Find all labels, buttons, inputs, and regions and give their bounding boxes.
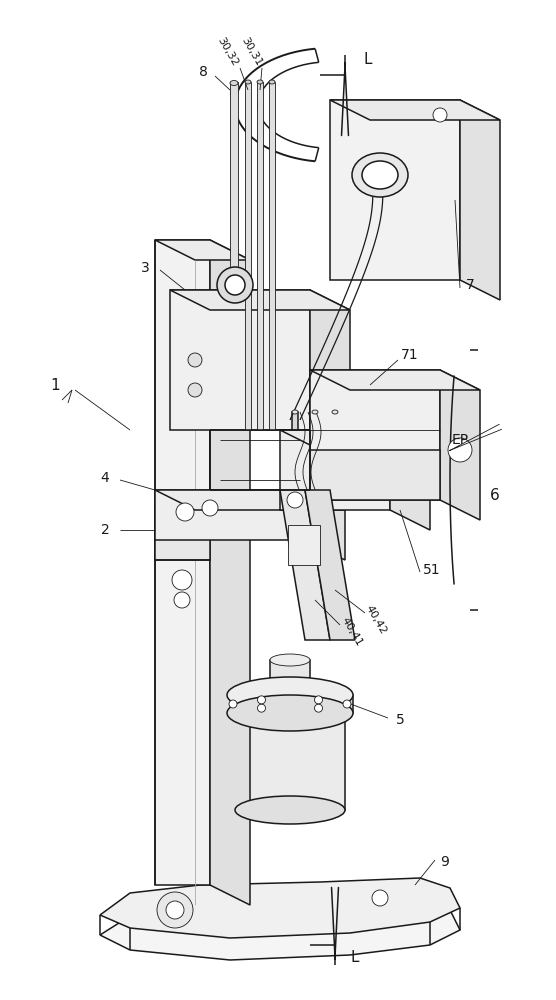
Ellipse shape <box>362 161 398 189</box>
Polygon shape <box>270 660 310 695</box>
Text: 6: 6 <box>490 488 500 502</box>
Text: 5: 5 <box>396 713 404 727</box>
Polygon shape <box>155 500 210 560</box>
Polygon shape <box>100 900 460 960</box>
Polygon shape <box>440 370 480 520</box>
Text: 4: 4 <box>101 471 110 485</box>
Text: 30,31: 30,31 <box>240 36 264 68</box>
Circle shape <box>202 500 218 516</box>
Text: 30,32: 30,32 <box>216 36 240 68</box>
Ellipse shape <box>235 796 345 824</box>
Polygon shape <box>210 240 250 905</box>
Polygon shape <box>310 370 480 390</box>
Polygon shape <box>245 82 251 430</box>
Polygon shape <box>332 412 338 430</box>
Circle shape <box>448 438 472 462</box>
Polygon shape <box>310 290 350 450</box>
Ellipse shape <box>332 410 338 414</box>
Polygon shape <box>155 240 250 260</box>
Ellipse shape <box>230 81 238 86</box>
Text: 1: 1 <box>50 377 60 392</box>
Circle shape <box>166 901 184 919</box>
Text: 9: 9 <box>440 855 449 869</box>
Polygon shape <box>280 430 430 450</box>
Circle shape <box>188 353 202 367</box>
Polygon shape <box>100 878 460 938</box>
Ellipse shape <box>245 80 251 84</box>
Polygon shape <box>292 412 298 430</box>
Polygon shape <box>288 525 320 565</box>
Circle shape <box>315 696 322 704</box>
Text: L: L <box>351 950 359 966</box>
Polygon shape <box>330 100 500 120</box>
Text: 7: 7 <box>465 278 474 292</box>
Ellipse shape <box>352 153 408 197</box>
Circle shape <box>257 704 266 712</box>
Circle shape <box>229 700 237 708</box>
Text: 40,42: 40,42 <box>364 604 388 636</box>
Text: L: L <box>364 52 373 68</box>
Ellipse shape <box>270 654 310 666</box>
Polygon shape <box>280 490 330 640</box>
Circle shape <box>188 383 202 397</box>
Text: 51: 51 <box>423 563 441 577</box>
Polygon shape <box>312 412 318 430</box>
Circle shape <box>172 570 192 590</box>
Ellipse shape <box>312 410 318 414</box>
Polygon shape <box>155 490 305 540</box>
Polygon shape <box>305 490 355 640</box>
Circle shape <box>315 704 322 712</box>
Polygon shape <box>155 240 210 885</box>
Text: 2: 2 <box>101 523 110 537</box>
Ellipse shape <box>227 677 353 713</box>
Circle shape <box>257 696 266 704</box>
Text: 8: 8 <box>198 65 207 79</box>
Text: EP: EP <box>451 433 469 447</box>
Text: 40,41: 40,41 <box>340 616 364 648</box>
Circle shape <box>157 892 193 928</box>
Circle shape <box>225 275 245 295</box>
Circle shape <box>372 890 388 906</box>
Polygon shape <box>280 430 390 510</box>
Circle shape <box>174 592 190 608</box>
Ellipse shape <box>269 80 275 84</box>
Ellipse shape <box>227 695 353 731</box>
Polygon shape <box>269 82 275 430</box>
Polygon shape <box>330 100 460 280</box>
Polygon shape <box>390 430 430 530</box>
Polygon shape <box>310 370 440 500</box>
Polygon shape <box>227 695 353 713</box>
Ellipse shape <box>292 410 298 414</box>
Polygon shape <box>170 290 310 430</box>
Polygon shape <box>310 450 440 500</box>
Polygon shape <box>230 82 238 290</box>
Polygon shape <box>305 490 345 560</box>
Polygon shape <box>257 82 263 430</box>
Ellipse shape <box>235 686 345 714</box>
Text: 71: 71 <box>401 348 419 362</box>
Circle shape <box>176 503 194 521</box>
Polygon shape <box>155 490 345 510</box>
Ellipse shape <box>257 80 263 84</box>
Circle shape <box>343 700 351 708</box>
Polygon shape <box>460 100 500 300</box>
Text: 3: 3 <box>141 261 150 275</box>
Circle shape <box>433 108 447 122</box>
Circle shape <box>217 267 253 303</box>
Polygon shape <box>170 290 350 310</box>
Circle shape <box>287 492 303 508</box>
Polygon shape <box>235 700 345 810</box>
